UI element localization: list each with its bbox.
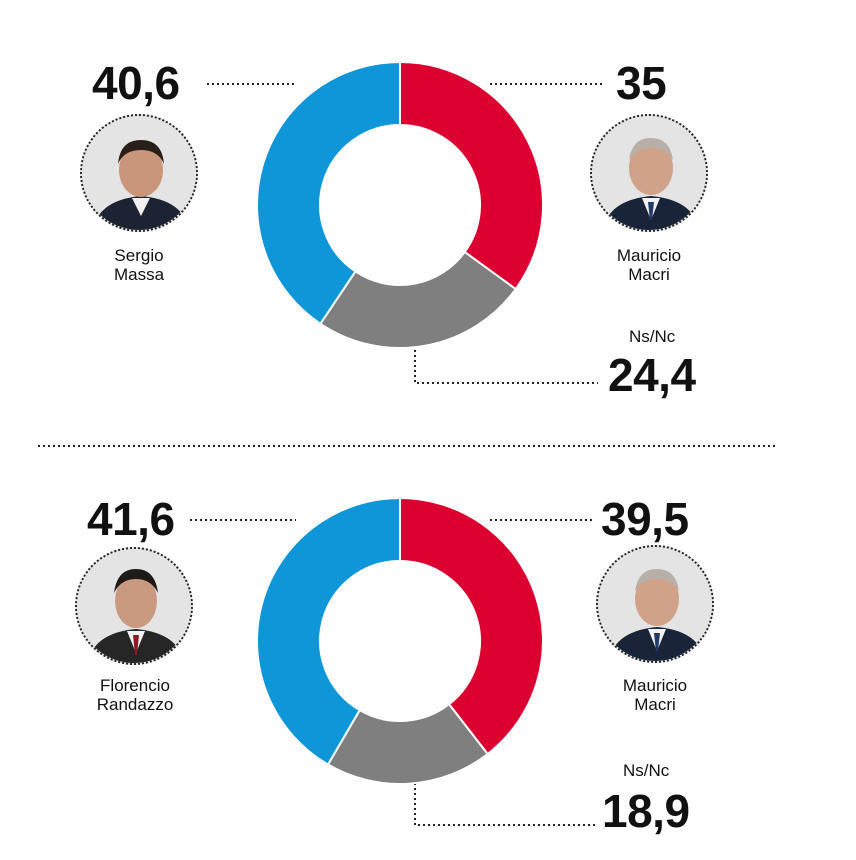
name-line: Randazzo <box>96 695 174 714</box>
other-value: 24,4 <box>608 349 696 401</box>
name-line: Mauricio <box>622 676 688 695</box>
slice-left-candidate <box>256 60 401 326</box>
left-value: 40,6 <box>92 57 180 109</box>
name-line: Florencio <box>100 676 170 695</box>
name-line: Sergio <box>114 246 164 265</box>
slice-right-candidate <box>399 60 544 291</box>
right-value: 35 <box>616 57 667 109</box>
candidate-photo-left <box>80 114 198 232</box>
person-icon <box>82 116 196 230</box>
candidate-name-right: Mauricio Macri <box>569 246 729 284</box>
slice-ns-nc <box>326 702 490 785</box>
other-label: Ns/Nc <box>623 761 670 780</box>
candidate-name-left: Florencio Randazzo <box>55 676 215 714</box>
other-label: Ns/Nc <box>629 327 676 346</box>
candidate-photo-left <box>75 547 193 665</box>
name-line: Massa <box>113 265 165 284</box>
slice-left-candidate <box>256 496 401 766</box>
right-value: 39,5 <box>601 493 689 545</box>
candidate-name-right: Mauricio Macri <box>575 676 735 714</box>
connector-line-other <box>414 783 597 826</box>
left-value: 41,6 <box>87 493 175 545</box>
person-icon <box>598 547 712 661</box>
person-icon <box>592 116 706 230</box>
name-line: Macri <box>628 265 670 284</box>
slice-ns-nc <box>318 250 518 349</box>
connector-line-other <box>414 345 598 384</box>
other-value: 18,9 <box>602 785 690 837</box>
candidate-photo-right <box>590 114 708 232</box>
candidate-name-left: Sergio Massa <box>59 246 219 284</box>
name-line: Mauricio <box>616 246 682 265</box>
donut-chart-1 <box>256 60 544 349</box>
candidate-photo-right <box>596 545 714 663</box>
name-line: Macri <box>634 695 676 714</box>
person-icon <box>77 549 191 663</box>
donut-chart-2 <box>256 496 544 785</box>
slice-right-candidate <box>399 496 544 756</box>
